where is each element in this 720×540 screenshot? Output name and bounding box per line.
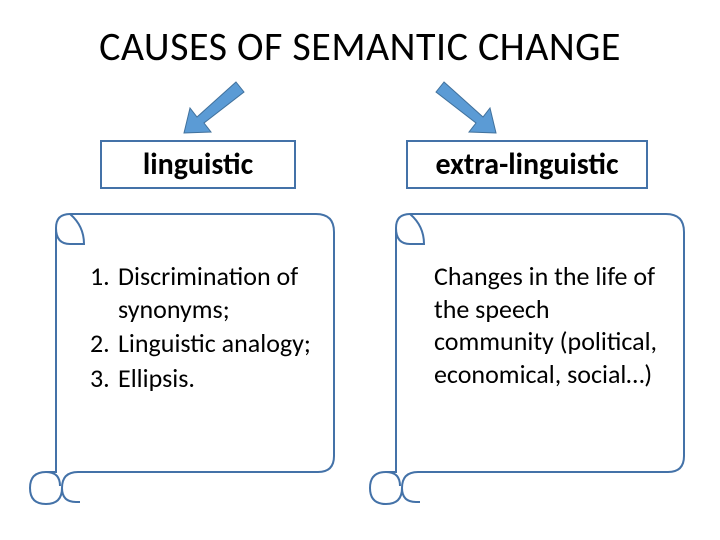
item-number: 3. bbox=[90, 362, 118, 395]
item-text: Linguistic analogy; bbox=[118, 327, 320, 360]
scroll-right: Changes in the life of the speech commun… bbox=[366, 210, 696, 520]
arrow-left-icon bbox=[178, 80, 248, 136]
list-item: 3. Ellipsis. bbox=[90, 362, 320, 395]
item-number: 2. bbox=[90, 327, 118, 360]
category-extra-linguistic: extra-linguistic bbox=[406, 140, 648, 189]
list-item: 1. Discrimination of synonyms; bbox=[90, 260, 320, 325]
scroll-left-content: 1. Discrimination of synonyms; 2. Lingui… bbox=[90, 260, 320, 396]
item-number: 1. bbox=[90, 260, 118, 325]
item-text: Ellipsis. bbox=[118, 362, 320, 395]
list-item: 2. Linguistic analogy; bbox=[90, 327, 320, 360]
scroll-right-text: Changes in the life of the speech commun… bbox=[434, 260, 657, 390]
scroll-left: 1. Discrimination of synonyms; 2. Lingui… bbox=[26, 210, 346, 520]
category-extra-linguistic-label: extra-linguistic bbox=[435, 146, 618, 183]
slide-title: CAUSES OF SEMANTIC CHANGE bbox=[0, 22, 720, 71]
category-linguistic-label: linguistic bbox=[143, 146, 253, 183]
category-linguistic: linguistic bbox=[100, 140, 296, 189]
item-text: Discrimination of synonyms; bbox=[118, 260, 320, 325]
scroll-right-content: Changes in the life of the speech commun… bbox=[434, 260, 666, 390]
arrow-right-icon bbox=[432, 80, 502, 136]
